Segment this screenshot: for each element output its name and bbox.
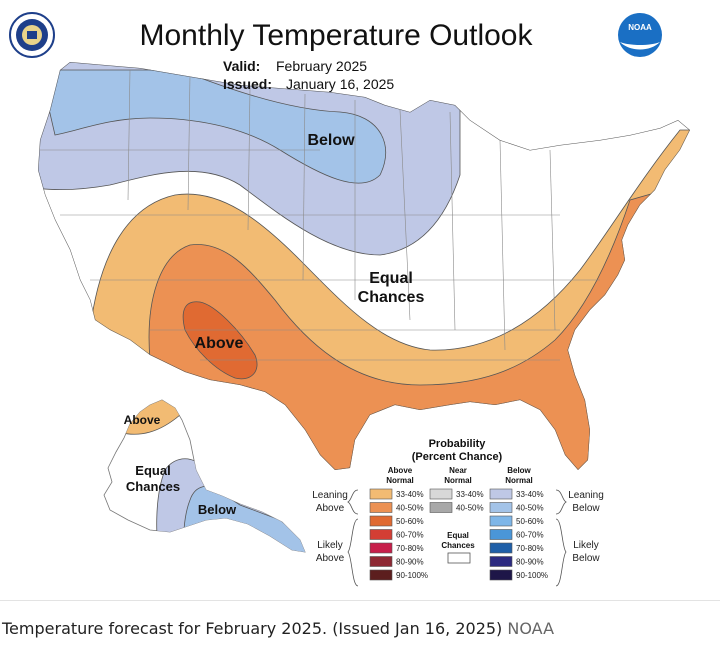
legend-below-swatch-3: [489, 529, 513, 540]
ak-label-below: Below: [198, 502, 237, 517]
legend-col-near-1: Near: [449, 466, 467, 475]
legend-likely-above-1: Likely: [317, 540, 343, 551]
legend-col-below-2: Normal: [505, 476, 533, 485]
caption-credit: NOAA: [507, 619, 555, 638]
legend-below-swatch-2: [489, 515, 513, 527]
legend-below-label-6: 90-100%: [516, 571, 548, 580]
valid-label: Valid:: [223, 58, 260, 74]
ak-below-40-50-region: [183, 485, 305, 552]
svg-text:NOAA: NOAA: [628, 23, 652, 32]
legend-below-label-0: 33-40%: [516, 490, 544, 499]
legend-near-label-0: 33-40%: [456, 490, 484, 499]
legend-col-near-2: Normal: [444, 476, 472, 485]
legend-below-swatch-5: [489, 556, 513, 567]
legend-leaning-above-2: Above: [316, 503, 345, 514]
caption-bar: Temperature forecast for February 2025. …: [0, 600, 720, 649]
legend-equal-chances-1: Equal: [447, 531, 469, 540]
legend-above-swatch-6: [369, 569, 393, 581]
legend-leaning-below-1: Leaning: [568, 490, 604, 501]
legend-above-label-3: 60-70%: [396, 531, 424, 540]
below-40-50-region: [39, 69, 387, 184]
legend-above-label-5: 80-90%: [396, 558, 424, 567]
label-below: Below: [307, 132, 355, 149]
legend-col-below-1: Below: [507, 466, 531, 475]
caption-text: Temperature forecast for February 2025. …: [2, 619, 503, 638]
legend-below-label-3: 60-70%: [516, 531, 544, 540]
legend-title-2: (Percent Chance): [412, 451, 503, 463]
above-50-60-region: [182, 301, 258, 380]
legend-below-label-4: 70-80%: [516, 544, 544, 553]
legend-above-swatch-1: [369, 502, 393, 513]
legend-above-swatch-3: [369, 529, 393, 540]
legend-below-swatch-0: [489, 488, 513, 500]
label-above: Above: [195, 335, 244, 352]
legend-above-swatch-5: [369, 556, 393, 567]
valid-value: February 2025: [276, 58, 367, 74]
page-title: Monthly Temperature Outlook: [140, 19, 534, 52]
noaa-logo-icon: NOAA: [618, 13, 662, 57]
legend-equal-chances-swatch: [447, 552, 471, 564]
commerce-seal-icon: [9, 12, 55, 58]
label-equal-chances-2: Chances: [358, 289, 425, 306]
ak-label-equal-1: Equal: [135, 463, 170, 478]
label-equal-chances-1: Equal: [369, 270, 413, 287]
legend-near-label-1: 40-50%: [456, 504, 484, 513]
legend-equal-chances-2: Chances: [441, 541, 475, 550]
legend-above-label-4: 70-80%: [396, 544, 424, 553]
legend-above-label-6: 90-100%: [396, 571, 428, 580]
legend-likely-below-2: Below: [572, 553, 600, 564]
legend-likely-above-2: Above: [316, 553, 345, 564]
figure-caption: Temperature forecast for February 2025. …: [2, 619, 554, 638]
issued-value: January 16, 2025: [286, 76, 394, 92]
legend-above-label-1: 40-50%: [396, 504, 424, 513]
legend-above-label-0: 33-40%: [396, 490, 424, 499]
legend-col-above-1: Above: [388, 466, 413, 475]
issued-label: Issued:: [223, 76, 272, 92]
legend-below-swatch-6: [489, 569, 513, 581]
legend-likely-below-1: Likely: [573, 540, 599, 551]
legend-above-swatch-2: [369, 515, 393, 527]
ak-label-equal-2: Chances: [126, 479, 180, 494]
legend-below-swatch-1: [489, 502, 513, 513]
legend-near-swatch-0: [429, 488, 453, 500]
legend-title-1: Probability: [429, 438, 487, 450]
legend-below-label-1: 40-50%: [516, 504, 544, 513]
legend-above-label-2: 50-60%: [396, 517, 424, 526]
legend: Probability (Percent Chance) Above Norma…: [312, 438, 604, 587]
legend-below-swatch-4: [489, 542, 513, 554]
outlook-map: Monthly Temperature Outlook Valid: Febru…: [9, 12, 690, 587]
legend-leaning-below-2: Below: [572, 503, 600, 514]
legend-near-swatch-1: [429, 502, 453, 513]
legend-above-swatch-4: [369, 542, 393, 554]
legend-col-above-2: Normal: [386, 476, 414, 485]
ak-label-above: Above: [124, 413, 161, 427]
legend-above-swatch-0: [369, 488, 393, 500]
legend-below-label-2: 50-60%: [516, 517, 544, 526]
legend-leaning-above-1: Leaning: [312, 490, 348, 501]
legend-below-label-5: 80-90%: [516, 558, 544, 567]
